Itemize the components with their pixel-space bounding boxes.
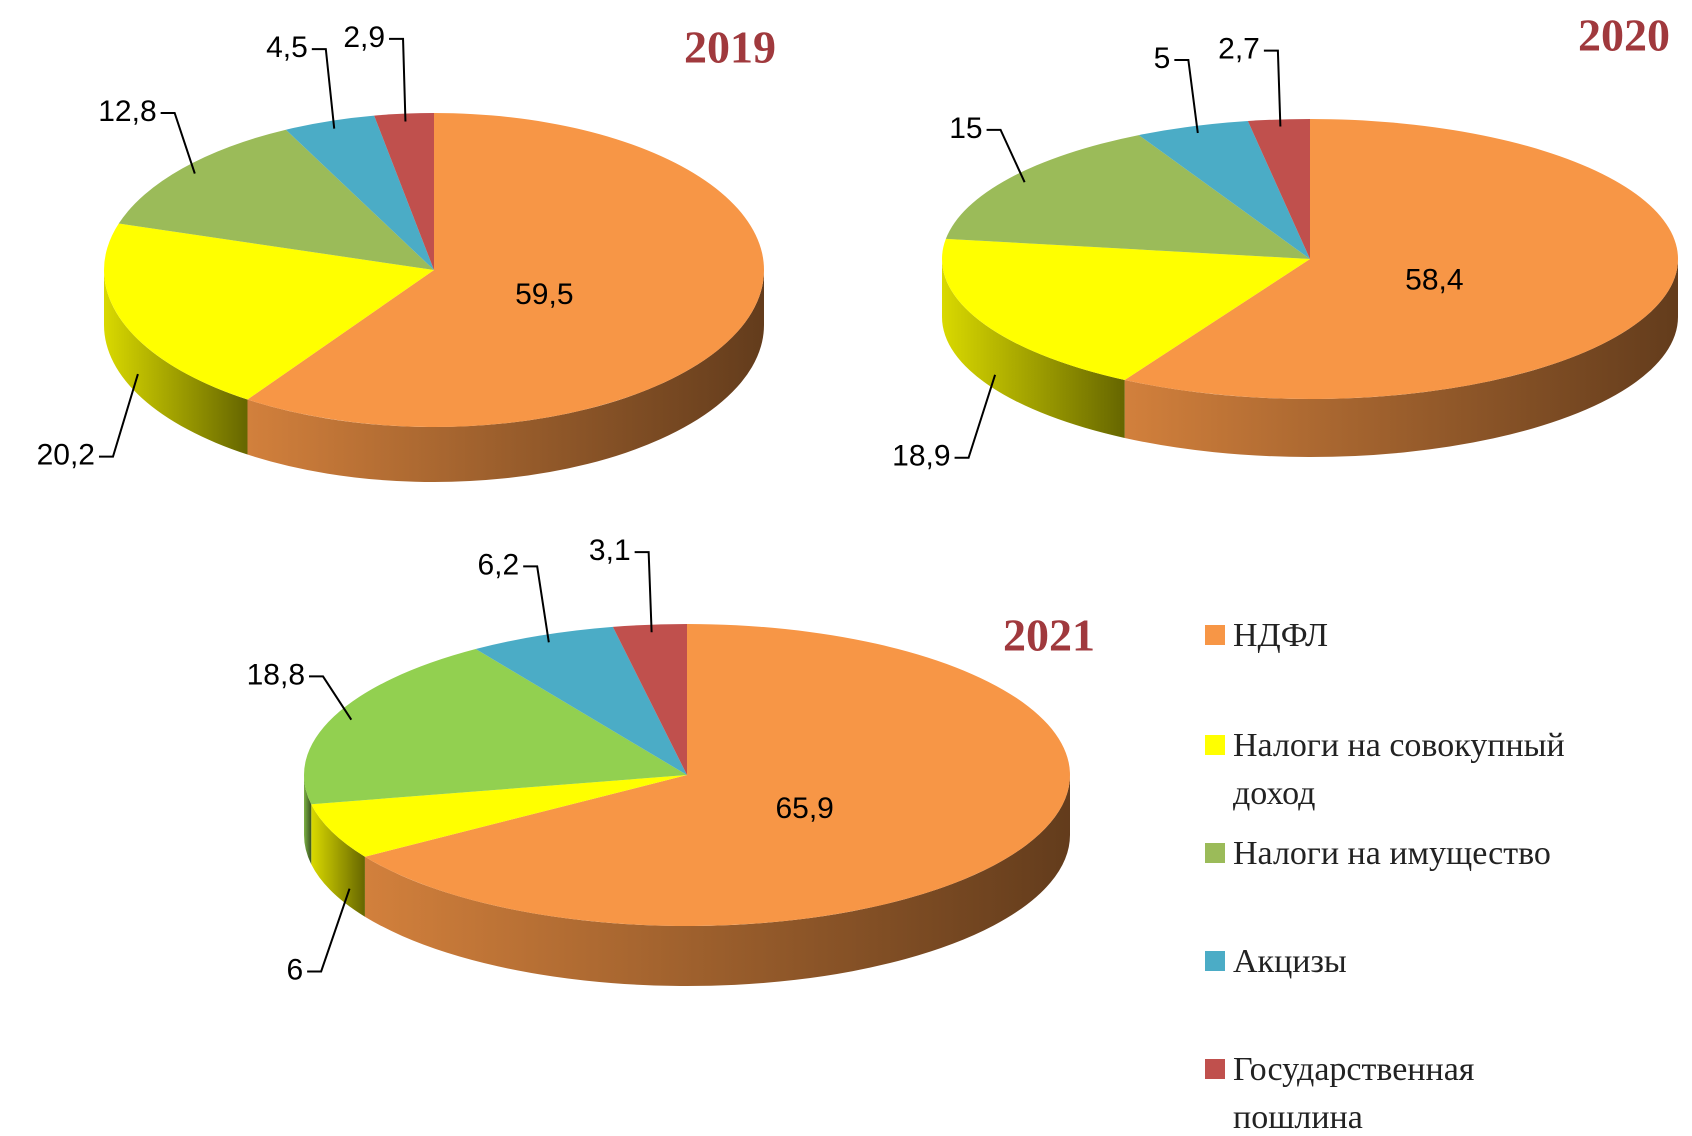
legend-item: Акцизы: [1205, 938, 1347, 986]
value-label: 65,9: [775, 792, 833, 825]
legend-item: Государственная пошлина: [1205, 1046, 1573, 1136]
pie-side: [942, 259, 1125, 438]
legend-swatch: [1205, 951, 1225, 971]
pie-side: [311, 804, 365, 917]
value-label: 5: [1154, 42, 1171, 75]
leader-line: [307, 888, 351, 973]
leader-line: [311, 48, 336, 129]
pie-slice: [612, 624, 687, 775]
legend-label: Государственная пошлина: [1233, 1051, 1475, 1136]
pie-slice: [311, 775, 687, 857]
value-label: 3,1: [589, 534, 631, 567]
value-label: 20,2: [37, 439, 95, 472]
legend-label: Налоги на имущество: [1233, 835, 1551, 872]
value-label: 58,4: [1405, 264, 1463, 297]
pie-slice: [945, 135, 1310, 259]
pie-slice: [364, 624, 1070, 926]
pie-side: [364, 775, 1071, 986]
legend-label: Налоги на совокупный доход: [1233, 727, 1565, 812]
leader-line: [98, 373, 139, 458]
legend-swatch: [1205, 843, 1225, 863]
leader-line: [1174, 58, 1199, 134]
pie-side: [1124, 259, 1678, 458]
pie-slice: [1124, 119, 1678, 399]
value-label: 2,7: [1218, 33, 1260, 66]
pie-slice: [1138, 121, 1310, 259]
pie-slice: [475, 626, 687, 775]
value-label: 18,9: [892, 440, 950, 473]
pie-slice: [118, 129, 434, 270]
pie-slice: [104, 223, 435, 400]
value-label: 15: [949, 112, 982, 145]
value-label: 6: [286, 953, 303, 986]
value-label: 12,8: [98, 95, 156, 128]
legend-item: Налоги на совокупный доход: [1205, 722, 1573, 818]
chart-title: 2020: [1578, 10, 1670, 61]
chart-title: 2021: [1003, 610, 1095, 661]
leader-line: [634, 551, 653, 633]
leader-line: [309, 675, 353, 721]
value-label: 6,2: [477, 548, 519, 581]
leader-line: [954, 374, 997, 459]
legend-label: НДФЛ: [1233, 617, 1329, 654]
value-label: 18,8: [247, 658, 305, 691]
pie-side: [104, 270, 248, 455]
chart-title: 2019: [684, 22, 776, 73]
pie-slice: [285, 115, 434, 270]
pie-slice: [303, 649, 687, 805]
pie-side: [304, 775, 312, 865]
leader-line: [160, 111, 196, 174]
leader-line: [986, 128, 1026, 183]
legend-label: Акцизы: [1233, 943, 1347, 980]
pie-slice: [942, 238, 1310, 380]
legend-item: Налоги на имущество: [1205, 830, 1551, 878]
legend-swatch: [1205, 735, 1225, 755]
value-label: 4,5: [266, 31, 308, 64]
legend-swatch: [1205, 1059, 1225, 1079]
leader-line: [1263, 49, 1282, 127]
legend-item: НДФЛ: [1205, 612, 1328, 660]
pie-side: [247, 270, 765, 482]
legend-swatch: [1205, 625, 1225, 645]
value-label: 59,5: [515, 278, 573, 311]
pie-slice: [247, 113, 764, 428]
value-label: 2,9: [343, 21, 385, 54]
leader-line: [389, 37, 407, 122]
leader-line: [523, 565, 550, 643]
pie-slice: [374, 113, 434, 270]
pie-slice: [1247, 119, 1310, 259]
